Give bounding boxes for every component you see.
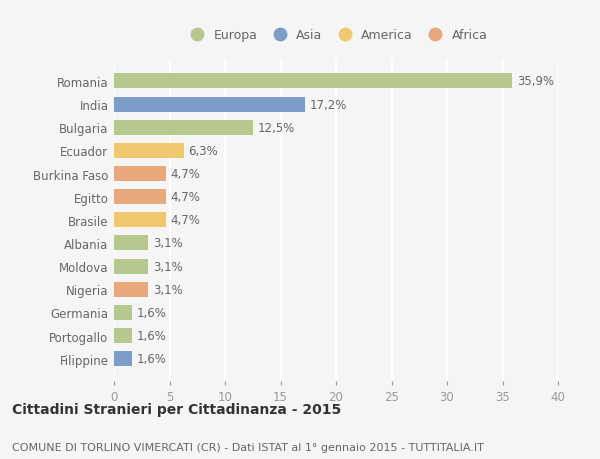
Bar <box>114 351 132 366</box>
Text: 4,7%: 4,7% <box>170 168 200 181</box>
Bar <box>114 236 148 251</box>
Bar <box>114 305 132 320</box>
Text: COMUNE DI TORLINO VIMERCATI (CR) - Dati ISTAT al 1° gennaio 2015 - TUTTITALIA.IT: COMUNE DI TORLINO VIMERCATI (CR) - Dati … <box>12 442 484 452</box>
Text: 3,1%: 3,1% <box>153 260 182 273</box>
Text: 35,9%: 35,9% <box>517 75 554 88</box>
Text: 3,1%: 3,1% <box>153 237 182 250</box>
Text: 17,2%: 17,2% <box>310 98 347 112</box>
Text: 1,6%: 1,6% <box>136 306 166 319</box>
Text: Cittadini Stranieri per Cittadinanza - 2015: Cittadini Stranieri per Cittadinanza - 2… <box>12 402 341 416</box>
Legend: Europa, Asia, America, Africa: Europa, Asia, America, Africa <box>179 24 493 47</box>
Text: 1,6%: 1,6% <box>136 329 166 342</box>
Text: 6,3%: 6,3% <box>188 145 218 157</box>
Bar <box>114 167 166 182</box>
Bar <box>114 144 184 158</box>
Bar <box>114 259 148 274</box>
Text: 4,7%: 4,7% <box>170 191 200 204</box>
Bar <box>114 282 148 297</box>
Text: 3,1%: 3,1% <box>153 283 182 296</box>
Bar <box>114 190 166 205</box>
Bar <box>114 120 253 135</box>
Bar <box>114 97 305 112</box>
Text: 12,5%: 12,5% <box>257 122 295 134</box>
Text: 1,6%: 1,6% <box>136 353 166 365</box>
Text: 4,7%: 4,7% <box>170 214 200 227</box>
Bar <box>114 328 132 343</box>
Bar <box>114 74 512 90</box>
Bar <box>114 213 166 228</box>
